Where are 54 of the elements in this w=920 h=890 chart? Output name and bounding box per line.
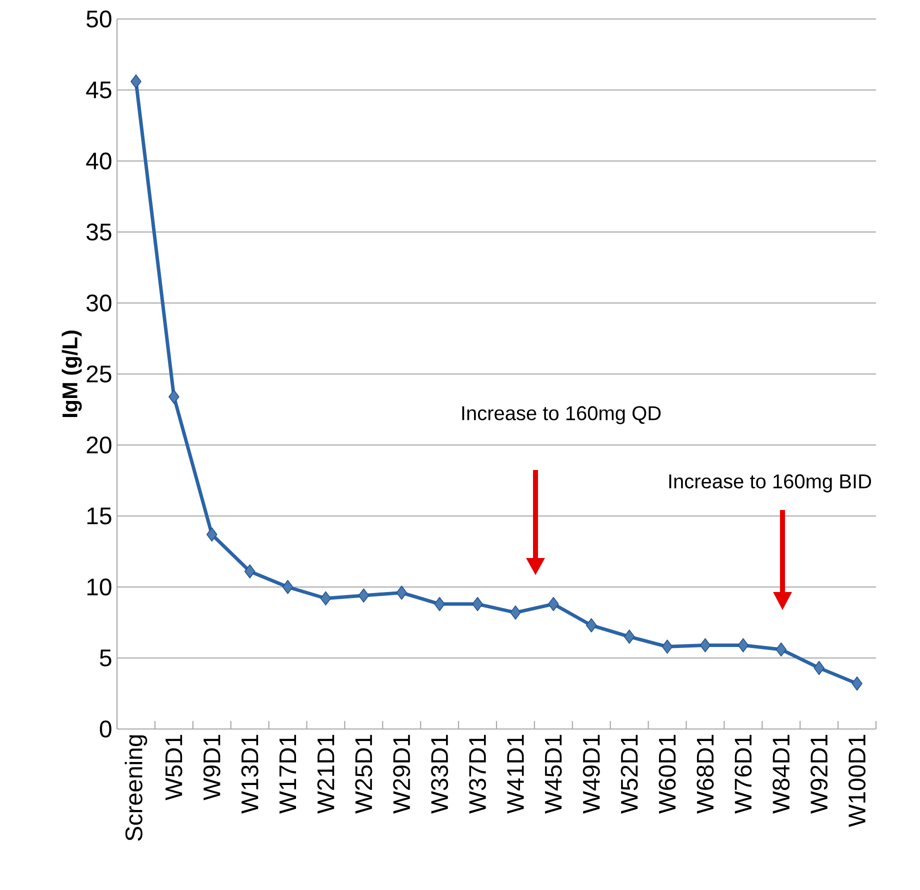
y-tick-label: 25: [86, 365, 112, 382]
y-tick-label: 30: [86, 294, 112, 312]
point: [852, 676, 862, 691]
annotation: Increase to 160mg BID: [669, 474, 872, 492]
y-tick-label: 10: [87, 578, 112, 596]
x-tick-label: W100D1: [848, 734, 866, 827]
point: [358, 588, 370, 603]
x-tick-label: W21D1: [317, 734, 334, 814]
x-tick-label: W29D1: [393, 734, 410, 814]
x-tick-label: W13D1: [241, 734, 258, 814]
y-tick-label: 45: [86, 82, 112, 98]
x-tick-label: W84D1: [772, 734, 790, 814]
x-tick-label: W68D1: [696, 734, 714, 814]
x-tick-label: W76D1: [734, 734, 752, 814]
x-tick-label: W60D1: [658, 734, 676, 814]
point: [510, 605, 521, 620]
point: [548, 596, 559, 612]
point: [282, 580, 294, 594]
point: [738, 638, 749, 652]
x-tick-label: W17D1: [280, 734, 296, 814]
point: [776, 642, 787, 657]
x-tick-label: W52D1: [620, 734, 638, 814]
x-tick-label: W49D1: [582, 734, 600, 814]
x-tick-label: Screening: [124, 735, 148, 841]
point: [586, 618, 597, 632]
point: [624, 630, 635, 644]
point: [130, 74, 142, 89]
point: [396, 586, 408, 600]
point: [244, 564, 256, 578]
y-tick-label: 20: [86, 436, 112, 454]
y-tick-label: 0: [100, 720, 112, 738]
y-tick-label: 50: [86, 10, 112, 28]
point: [206, 527, 218, 542]
point: [472, 596, 483, 612]
point: [434, 596, 445, 612]
x-tick-label: W5D1: [166, 734, 182, 800]
x-tick-label: W9D1: [203, 734, 220, 800]
x-tick-label: W45D1: [545, 734, 562, 814]
point: [814, 660, 824, 676]
x-tick-label: W92D1: [810, 734, 828, 814]
y-tick-label: 35: [86, 223, 112, 240]
point: [320, 591, 332, 606]
x-tick-label: W25D1: [355, 734, 372, 814]
y-tick-label: 5: [100, 650, 112, 666]
y-tick-label: 15: [87, 508, 112, 524]
y-tick-label: 40: [86, 152, 112, 170]
point: [168, 390, 180, 404]
y-axis-title: IgM (g/L): [62, 330, 82, 418]
x-tick-label: W37D1: [469, 734, 486, 814]
annotation: Increase to 160mg QD: [462, 406, 661, 424]
x-tick-label: W33D1: [431, 734, 448, 814]
point: [662, 640, 673, 654]
point: [700, 638, 711, 652]
x-tick-label: W41D1: [507, 734, 524, 814]
